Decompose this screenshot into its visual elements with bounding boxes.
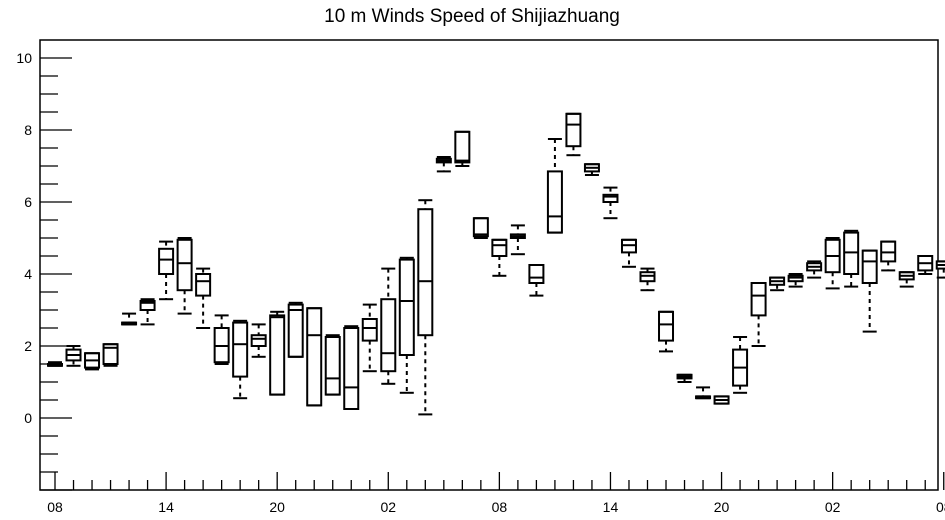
box-iqr xyxy=(343,327,360,410)
box-plot-item xyxy=(472,217,489,239)
box-plot-item xyxy=(695,386,712,400)
box-plot-item xyxy=(287,301,304,358)
y-tick-label: 6 xyxy=(24,194,32,210)
chart-title: 10 m Winds Speed of Shijiazhuang xyxy=(324,6,620,27)
box-iqr xyxy=(306,307,323,407)
box-plot-item xyxy=(769,276,786,292)
box-plot-item xyxy=(658,310,675,353)
x-tick-label: 02 xyxy=(380,499,396,515)
plot-area xyxy=(39,39,939,491)
y-tick-label: 10 xyxy=(16,50,32,66)
box-iqr xyxy=(250,334,267,348)
box-iqr xyxy=(269,314,286,396)
box-plot-item xyxy=(324,334,341,396)
box-plot-item xyxy=(250,323,267,358)
y-axis: 0 2 4 6 8 10 xyxy=(16,50,72,491)
box-plot-item xyxy=(398,256,415,394)
box-plot-item xyxy=(158,240,175,301)
box-iqr xyxy=(380,298,397,373)
y-tick-label: 4 xyxy=(24,266,32,282)
box-iqr xyxy=(861,249,878,285)
box-plot-item xyxy=(676,373,693,383)
box-plot-item xyxy=(47,361,63,367)
x-tick-label: 08 xyxy=(47,499,63,515)
box-plot-item xyxy=(65,345,82,367)
box-plot-item xyxy=(898,271,915,288)
box-plot-item xyxy=(195,267,212,329)
box-plot-item xyxy=(269,310,286,396)
box-iqr xyxy=(287,303,304,358)
box-plot-item xyxy=(102,343,119,367)
x-tick-label: 20 xyxy=(714,499,730,515)
box-series xyxy=(47,112,945,416)
box-iqr xyxy=(417,208,434,337)
box-plot-item xyxy=(343,325,360,410)
box-iqr xyxy=(750,282,767,317)
box-iqr xyxy=(324,336,341,396)
box-iqr xyxy=(361,318,378,342)
box-iqr xyxy=(158,247,175,276)
box-plot-item xyxy=(806,260,823,279)
box-iqr xyxy=(176,238,193,292)
box-plot-item xyxy=(435,156,452,173)
box-plot-item xyxy=(880,240,897,272)
box-plot-item xyxy=(380,267,397,385)
box-plot-item xyxy=(935,260,945,279)
y-tick-label: 8 xyxy=(24,122,32,138)
x-tick-label: 02 xyxy=(825,499,841,515)
box-plot-item xyxy=(602,186,619,220)
box-iqr xyxy=(195,273,212,297)
box-plot-item xyxy=(843,229,860,288)
box-iqr xyxy=(565,112,582,148)
box-iqr xyxy=(546,170,563,234)
box-iqr xyxy=(454,130,471,164)
box-iqr xyxy=(232,321,249,378)
box-plot-item xyxy=(750,282,767,347)
box-plot-item xyxy=(176,237,193,315)
box-plot-item xyxy=(824,237,841,290)
box-plot-item xyxy=(121,312,138,326)
box-plot-item xyxy=(713,395,730,405)
x-tick-label: 20 xyxy=(269,499,285,515)
box-plot-item xyxy=(491,238,508,277)
box-plot-item xyxy=(620,238,637,268)
box-iqr xyxy=(528,264,545,284)
y-tick-label: 0 xyxy=(24,410,32,426)
box-plot-item xyxy=(306,307,323,407)
box-plot-item xyxy=(139,298,156,326)
box-plot-item xyxy=(361,303,378,373)
y-tick-label: 2 xyxy=(24,338,32,354)
box-plot-item xyxy=(232,319,249,400)
box-plot-item xyxy=(213,314,230,365)
box-iqr xyxy=(398,258,415,357)
x-tick-label: 14 xyxy=(158,499,174,515)
box-plot-item xyxy=(454,130,471,167)
box-plot-item xyxy=(546,138,563,234)
x-axis: 08 14 20 02 08 14 20 02 08 xyxy=(47,472,945,515)
box-iqr xyxy=(491,238,508,258)
box-plot-item xyxy=(861,249,878,333)
box-plot-item xyxy=(84,352,101,371)
box-iqr xyxy=(658,310,675,342)
x-tick-label: 14 xyxy=(603,499,619,515)
x-tick-label: 08 xyxy=(492,499,508,515)
box-plot-item xyxy=(565,112,582,157)
box-plot-item xyxy=(917,255,934,275)
box-plot-item xyxy=(417,199,434,416)
box-plot-item xyxy=(528,264,545,297)
x-tick-label: 08 xyxy=(936,499,945,515)
box-plot-item xyxy=(732,336,749,394)
box-plot-item xyxy=(509,224,526,256)
box-plot-item xyxy=(787,273,804,288)
box-plot-item xyxy=(639,267,656,292)
plot-frame xyxy=(39,39,939,491)
box-plot-item xyxy=(583,163,600,176)
